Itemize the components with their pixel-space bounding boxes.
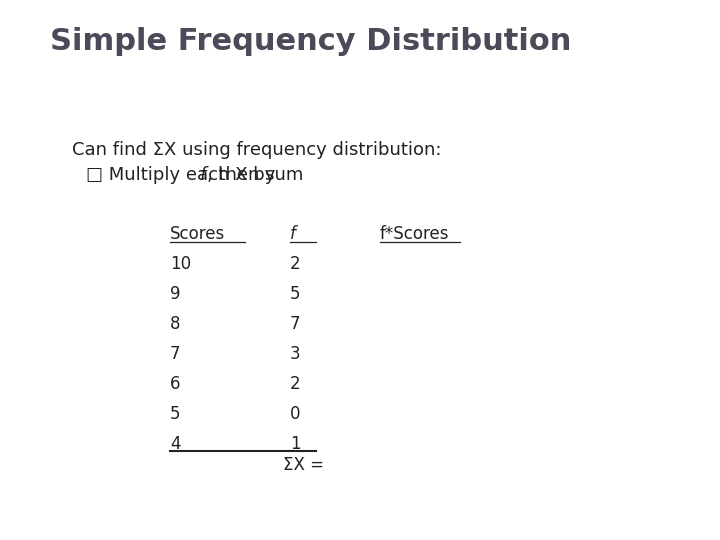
- Text: □ Multiply each X by: □ Multiply each X by: [86, 166, 282, 184]
- Text: ΣX =: ΣX =: [283, 456, 324, 474]
- Text: 0: 0: [290, 405, 300, 423]
- Text: 5: 5: [290, 285, 300, 303]
- Text: 2: 2: [290, 375, 301, 393]
- Text: 7: 7: [11, 105, 19, 115]
- Text: 8: 8: [170, 315, 181, 333]
- Text: 1: 1: [290, 435, 301, 453]
- Text: 9: 9: [170, 285, 181, 303]
- Text: 2: 2: [290, 255, 301, 273]
- Text: f: f: [200, 166, 207, 184]
- Text: f: f: [290, 225, 296, 243]
- Text: Can find ΣX using frequency distribution:: Can find ΣX using frequency distribution…: [72, 141, 441, 159]
- Text: Scores: Scores: [170, 225, 225, 243]
- Text: 10: 10: [170, 255, 191, 273]
- Text: Simple Frequency Distribution: Simple Frequency Distribution: [50, 27, 572, 56]
- Text: f*Scores: f*Scores: [380, 225, 449, 243]
- Text: 4: 4: [170, 435, 181, 453]
- Text: 3: 3: [290, 345, 301, 363]
- Text: 5: 5: [170, 405, 181, 423]
- Text: 7: 7: [290, 315, 300, 333]
- Text: , then sum: , then sum: [207, 166, 304, 184]
- Text: 7: 7: [170, 345, 181, 363]
- Text: 6: 6: [170, 375, 181, 393]
